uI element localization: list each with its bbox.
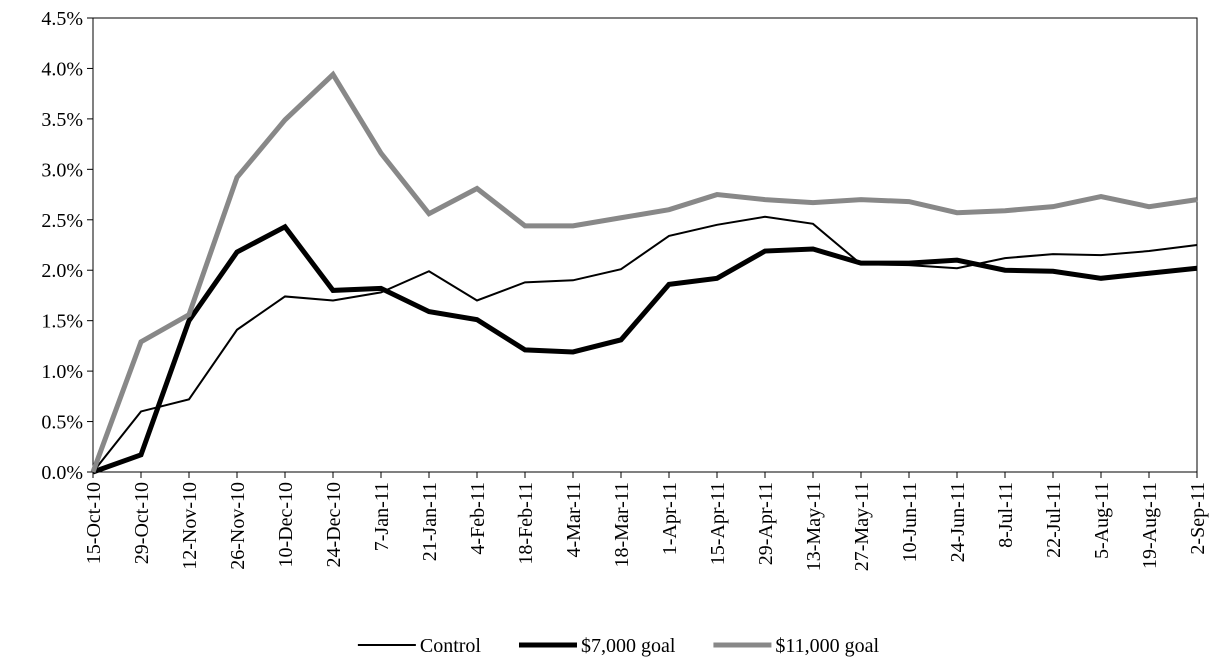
x-tick-label: 29-Oct-10 <box>131 482 153 564</box>
x-tick-label: 5-Aug-11 <box>1091 482 1113 559</box>
series-line <box>92 223 1198 475</box>
y-tick-label: 3.0% <box>41 159 83 181</box>
x-tick-label: 1-Apr-11 <box>659 482 681 555</box>
x-tick-label: 22-Jul-11 <box>1043 482 1065 558</box>
x-tick-label: 29-Apr-11 <box>755 482 777 565</box>
x-tick-label: 8-Jul-11 <box>995 482 1017 548</box>
x-tick-label: 4-Mar-11 <box>563 482 585 558</box>
x-tick-label: 19-Aug-11 <box>1139 482 1161 569</box>
x-tick-label: 12-Nov-10 <box>179 482 201 570</box>
x-tick-label: 15-Apr-11 <box>707 482 729 565</box>
x-tick-label: 13-May-11 <box>803 482 825 571</box>
series-line <box>90 70 1198 473</box>
y-tick-label: 4.0% <box>41 58 83 80</box>
legend-label: $7,000 goal <box>581 635 676 657</box>
y-tick-label: 0.5% <box>41 412 83 434</box>
legend-label: $11,000 goal <box>775 635 879 657</box>
x-tick-label: 24-Jun-11 <box>947 482 969 562</box>
x-tick-label: 26-Nov-10 <box>227 482 249 570</box>
plot-frame <box>92 17 1198 473</box>
x-tick-label: 7-Jan-11 <box>371 482 393 551</box>
y-tick-label: 1.5% <box>41 311 83 333</box>
x-tick-label: 4-Feb-11 <box>467 482 489 555</box>
y-tick-label: 1.0% <box>41 361 83 383</box>
y-tick-label: 2.5% <box>41 210 83 232</box>
y-tick-label: 0.0% <box>41 462 83 484</box>
x-tick-label: 21-Jan-11 <box>419 482 441 561</box>
x-tick-label: 2-Sep-11 <box>1187 482 1209 555</box>
x-tick-label: 27-May-11 <box>851 482 873 571</box>
x-tick-label: 15-Oct-10 <box>83 482 105 564</box>
x-tick-label: 18-Feb-11 <box>515 482 537 565</box>
series-line <box>92 215 1198 473</box>
x-tick-label: 10-Jun-11 <box>899 482 921 562</box>
x-tick-label: 18-Mar-11 <box>611 482 633 568</box>
y-tick-label: 4.5% <box>41 8 83 30</box>
x-tick-label: 10-Dec-10 <box>275 482 297 568</box>
x-tick-label: 24-Dec-10 <box>323 482 345 568</box>
y-tick-label: 2.0% <box>41 260 83 282</box>
y-tick-label: 3.5% <box>41 109 83 131</box>
legend-label: Control <box>420 635 482 657</box>
